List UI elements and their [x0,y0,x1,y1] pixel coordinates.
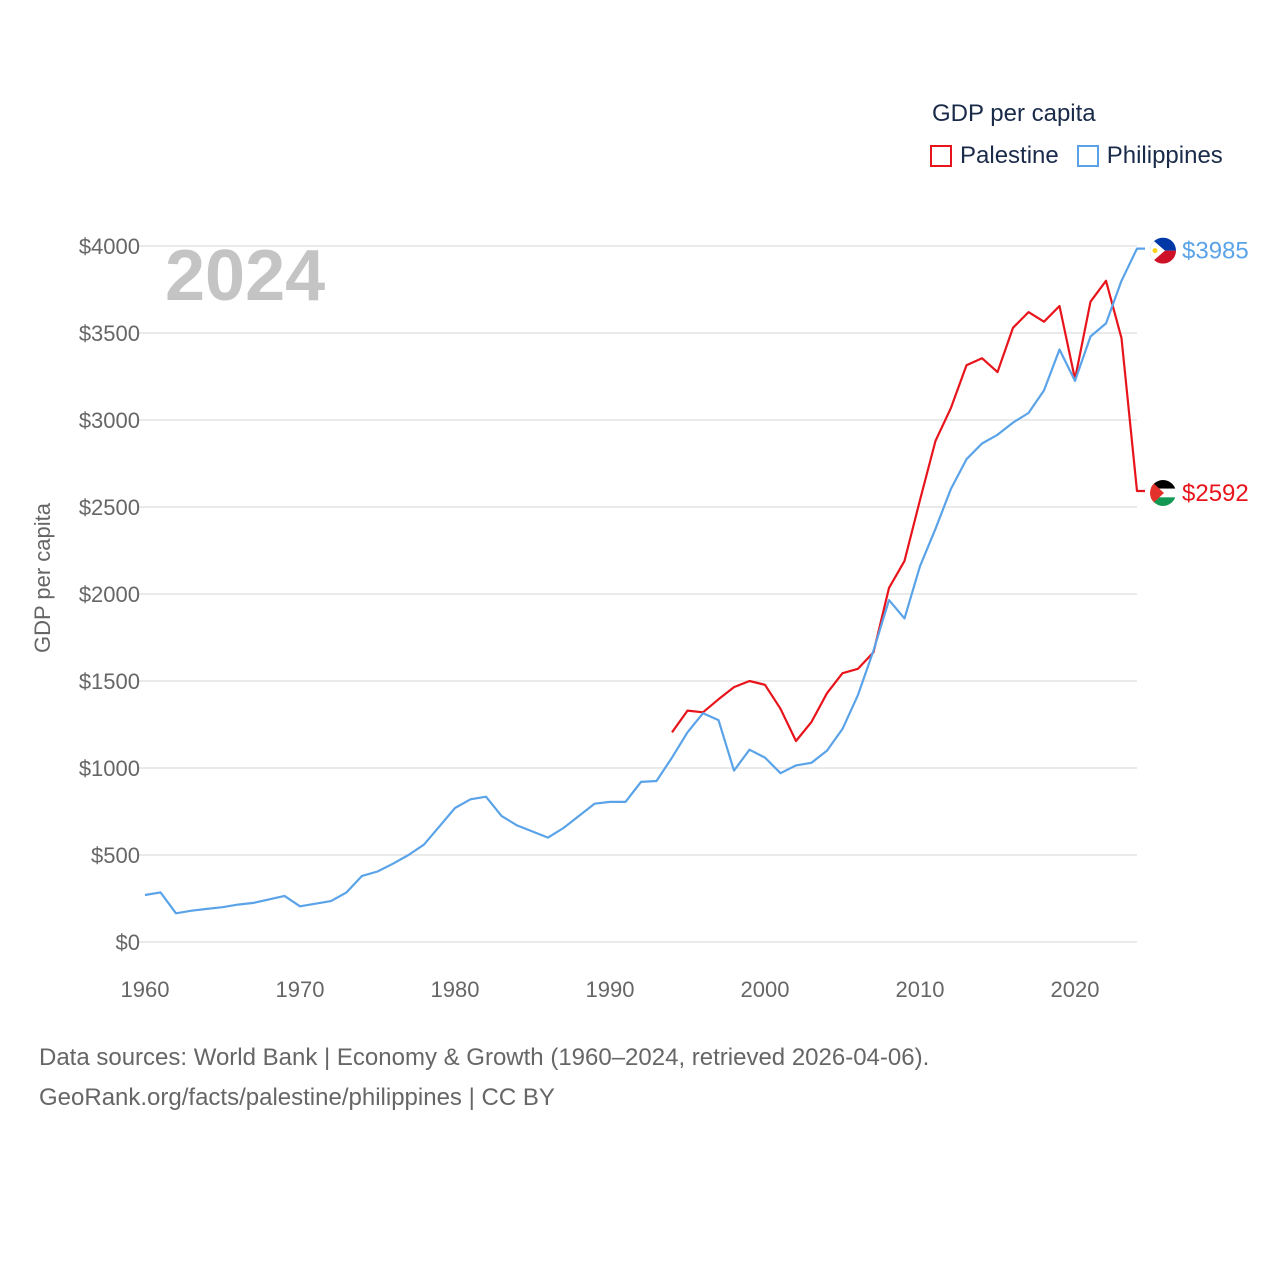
y-tick-label: $0 [116,930,140,955]
y-tick-label: $1500 [79,669,140,694]
x-axis-ticks: 1960 1970 1980 1990 2000 2010 2020 [121,977,1100,1002]
x-tick-label: 1960 [121,977,170,1002]
source-line-2: GeoRank.org/facts/palestine/philippines … [39,1084,555,1111]
x-tick-label: 2000 [741,977,790,1002]
legend-title: GDP per capita [932,100,1096,127]
x-tick-label: 1970 [276,977,325,1002]
legend: Palestine Philippines [930,142,1241,170]
x-tick-label: 2010 [896,977,945,1002]
series-line-palestine [671,279,1145,743]
philippines-flag-icon [1150,237,1176,264]
y-tick-label: $2500 [79,495,140,520]
series-line-philippines [144,247,1145,915]
legend-swatch-philippines [1076,145,1099,167]
y-tick-label: $500 [91,843,140,868]
y-axis-ticks: $0 $500 $1000 $1500 $2000 $2500 $3000 $3500 $400… [79,234,140,955]
end-value-label-philippines: $3985 [1182,238,1249,265]
year-watermark: 2024 [165,236,325,316]
legend-item-philippines[interactable]: Philippines [1076,142,1223,170]
legend-item-palestine[interactable]: Palestine [930,142,1059,170]
y-tick-label: $1000 [79,756,140,781]
x-tick-label: 1990 [586,977,635,1002]
legend-swatch-palestine [930,145,952,167]
y-tick-label: $4000 [79,234,140,259]
y-tick-label: $3000 [79,408,140,433]
end-flags [1150,237,1176,506]
palestine-flag-icon [1150,479,1176,506]
legend-label-palestine: Palestine [960,142,1059,169]
legend-label-philippines: Philippines [1106,142,1223,169]
y-tick-label: $2000 [79,582,140,607]
y-axis-title: GDP per capita [30,502,55,653]
y-tick-label: $3500 [79,321,140,346]
grid-lines [137,245,1137,943]
end-labels: $2592 $3985 [1182,238,1249,507]
x-tick-label: 1980 [431,977,480,1002]
end-value-label-palestine: $2592 [1182,480,1249,507]
series-lines [144,247,1145,915]
x-tick-label: 2020 [1051,977,1100,1002]
source-line-1: Data sources: World Bank | Economy & Gro… [39,1044,930,1071]
